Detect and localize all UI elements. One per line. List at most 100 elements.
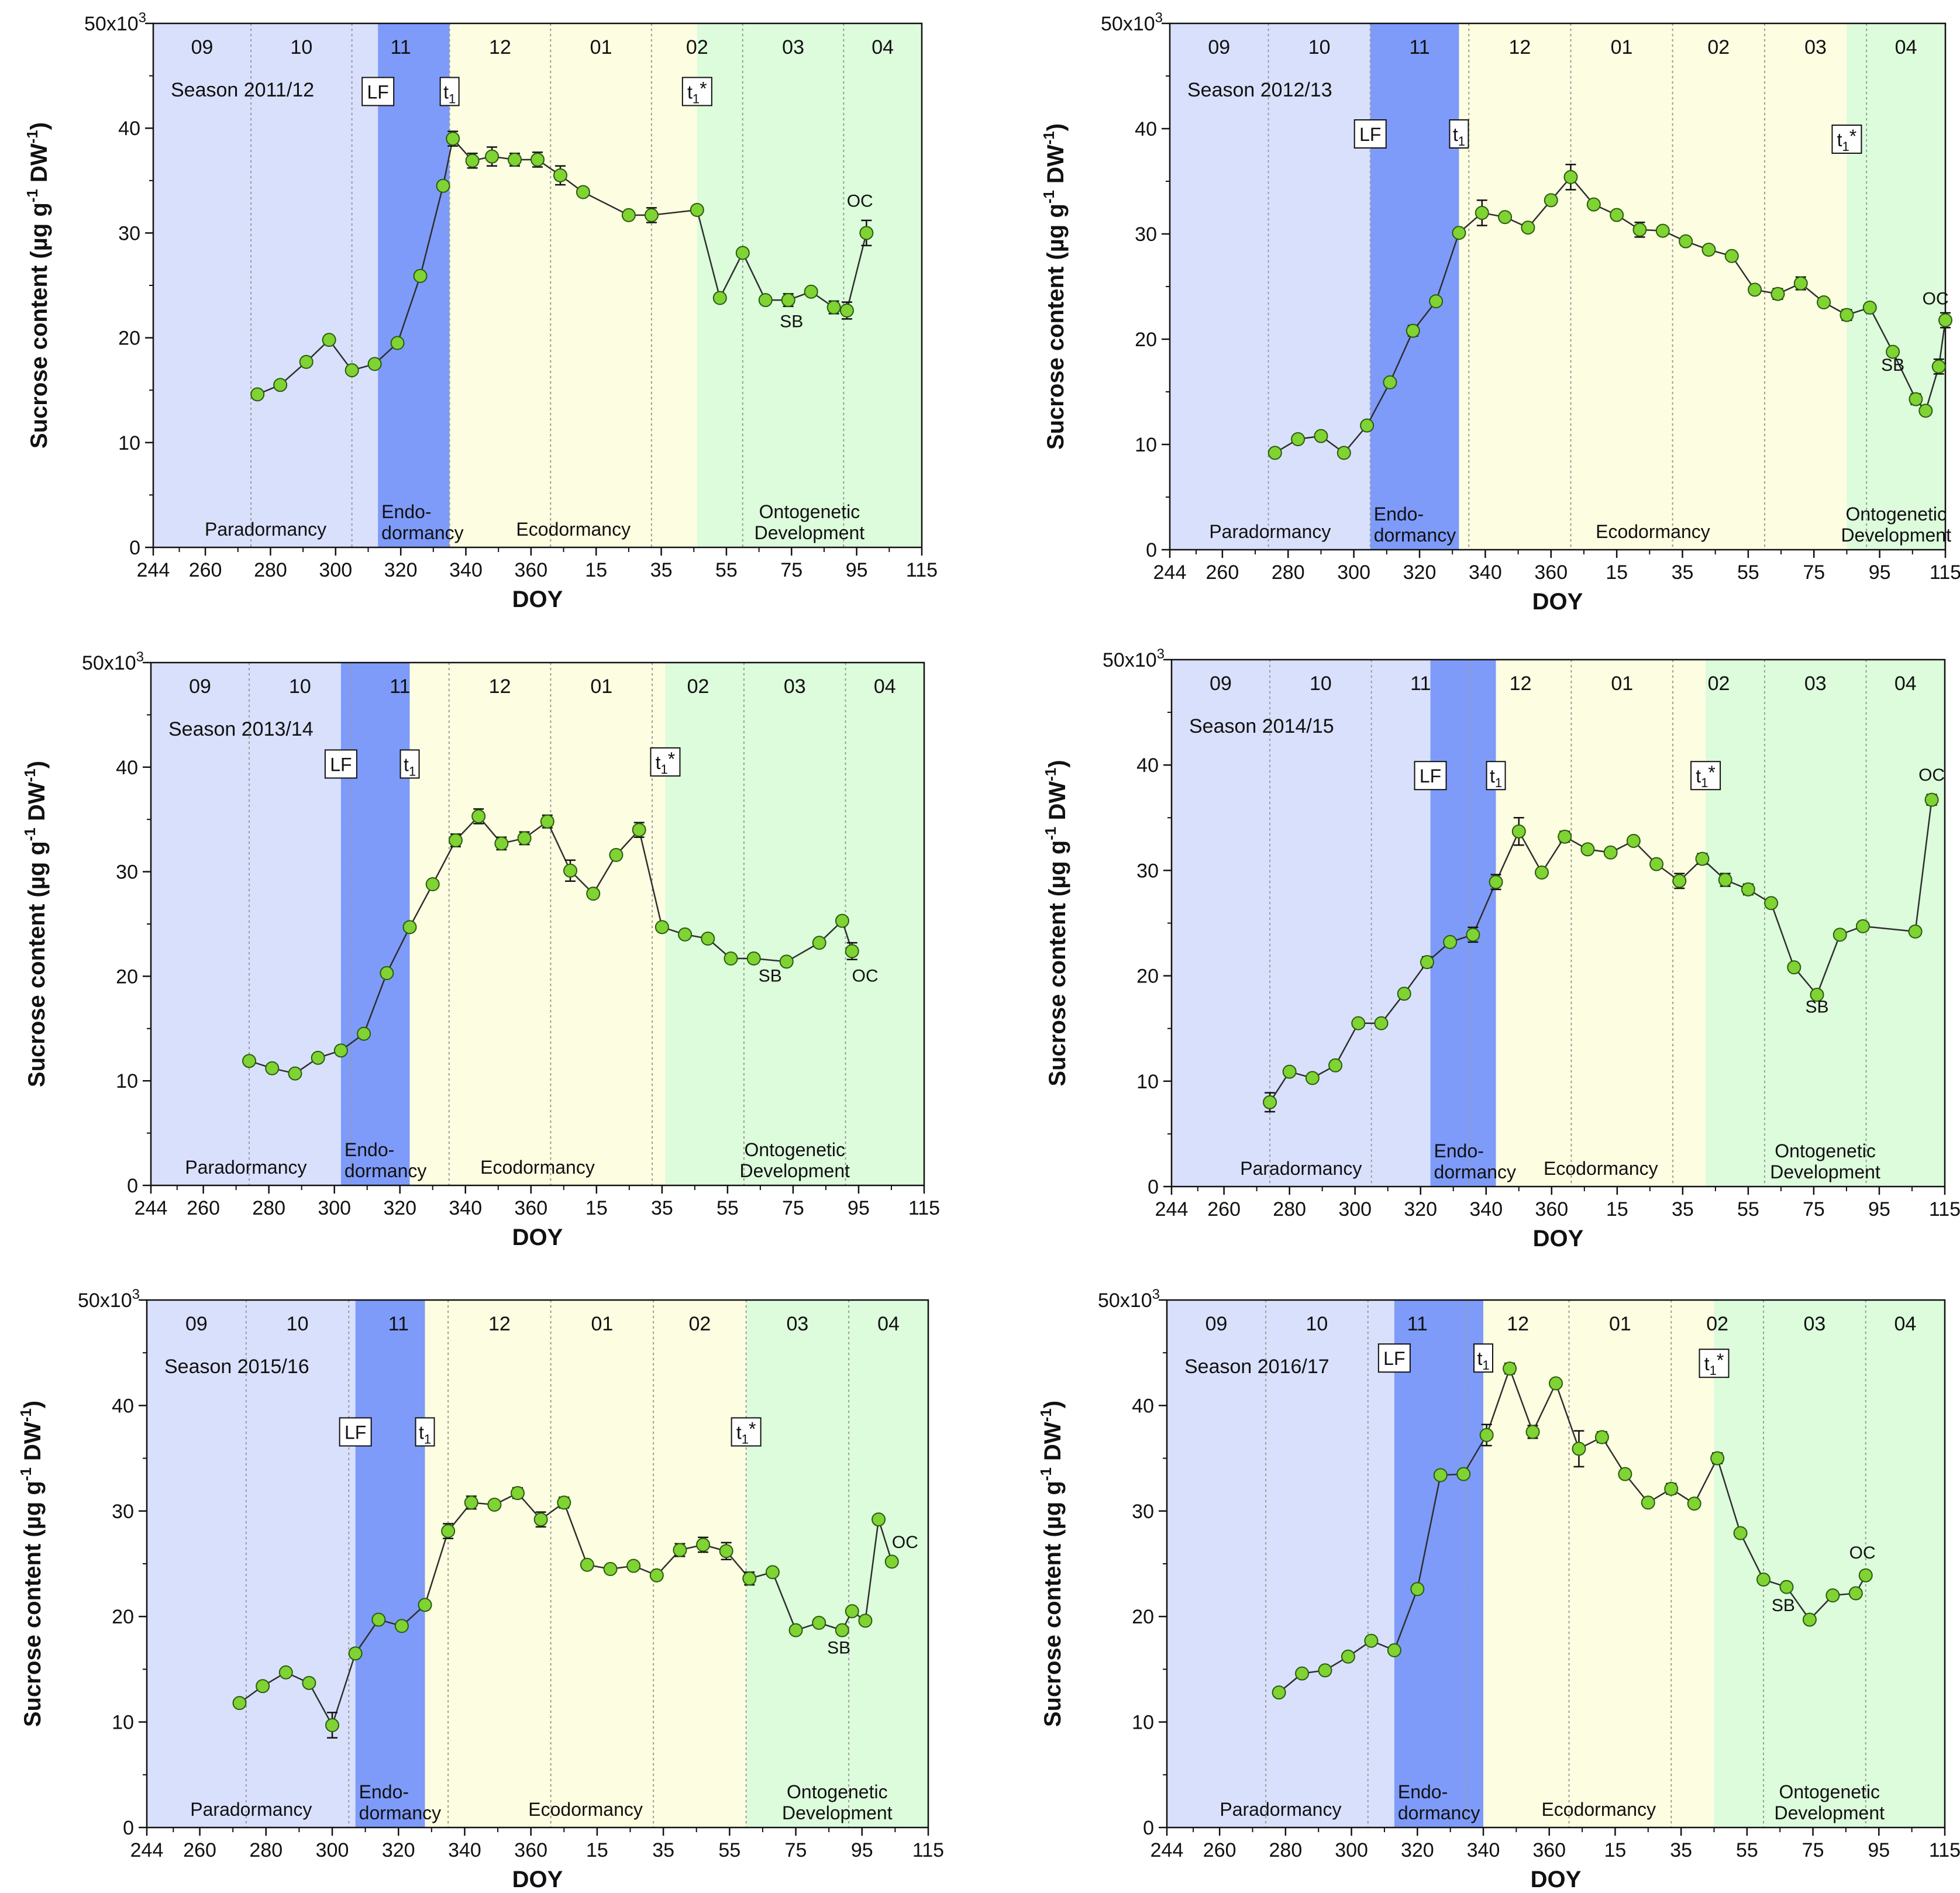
data-point xyxy=(1924,792,1939,807)
y-tick-label: 0 xyxy=(1146,539,1157,561)
data-point xyxy=(1938,313,1952,327)
data-point xyxy=(1263,1095,1277,1109)
data-point xyxy=(540,814,554,829)
data-point xyxy=(1360,418,1375,433)
x-axis-title: DOY xyxy=(512,1867,563,1892)
data-point xyxy=(742,1571,757,1586)
phase-band-ecodormancy xyxy=(1459,23,1847,550)
phase-band-ontogenetic xyxy=(1847,23,1945,550)
data-point xyxy=(1840,308,1854,322)
phase-label-ecodormancy: Ecodormancy xyxy=(1544,1158,1658,1179)
x-tick-label: 244 xyxy=(135,1197,168,1219)
phase-label-ontogenetic: Development xyxy=(1841,525,1951,546)
phase-label-ecodormancy: Ecodormancy xyxy=(1541,1799,1656,1820)
month-label: 12 xyxy=(1508,36,1531,58)
month-label: 04 xyxy=(877,1313,900,1335)
month-label: 04 xyxy=(1894,1313,1916,1335)
x-tick-label: 300 xyxy=(1338,1198,1372,1220)
x-tick-label: 244 xyxy=(1155,1198,1189,1220)
x-tick-label: 15 xyxy=(1606,1198,1628,1220)
x-tick-label: 55 xyxy=(717,1197,739,1219)
data-point xyxy=(1433,1468,1448,1482)
data-point xyxy=(1594,1430,1609,1444)
data-point xyxy=(621,208,636,222)
x-tick-label: 75 xyxy=(1802,1839,1824,1861)
data-point xyxy=(1695,851,1710,866)
phase-label-ontogenetic: Ontogenetic xyxy=(787,1781,888,1802)
data-point xyxy=(859,226,874,240)
data-point xyxy=(1886,344,1900,359)
chart-panel-6: 09 10 11 12 01 02 03 04 Season 2016/17 Paradorman… xyxy=(1037,1287,1960,1892)
phase-label-paradormancy: Paradormancy xyxy=(1240,1158,1362,1179)
x-tick-label: 95 xyxy=(1869,561,1891,584)
data-point xyxy=(1521,220,1535,235)
data-point xyxy=(1466,927,1480,942)
month-label: 10 xyxy=(1310,673,1332,695)
annotation-oc: OC xyxy=(852,966,879,985)
annotation-oc: OC xyxy=(1918,766,1945,785)
data-point xyxy=(232,1696,247,1711)
event-marker-box xyxy=(1377,1343,1411,1373)
x-tick-label: 280 xyxy=(249,1839,283,1861)
month-label: 11 xyxy=(390,675,410,698)
y-tick-label: 10 xyxy=(1136,1071,1159,1093)
x-axis-title: DOY xyxy=(1533,1226,1584,1251)
event-marker-box xyxy=(339,1417,372,1447)
x-tick-label: 260 xyxy=(1203,1839,1236,1861)
data-point xyxy=(649,1568,664,1582)
data-point xyxy=(1586,197,1601,212)
month-label: 04 xyxy=(1894,673,1917,695)
event-marker-box xyxy=(1414,761,1447,791)
data-point xyxy=(719,1544,733,1558)
x-tick-label: 35 xyxy=(1672,1198,1694,1220)
data-point xyxy=(1649,857,1664,871)
data-point xyxy=(765,1565,780,1580)
data-point xyxy=(485,149,500,164)
event-marker-box xyxy=(361,77,395,106)
data-point xyxy=(1770,287,1785,301)
event-marker-box xyxy=(1831,125,1862,154)
data-point xyxy=(1748,282,1762,297)
event-marker-label: t1* xyxy=(1837,126,1857,154)
event-marker-label: LF xyxy=(330,754,352,775)
annotation-sb: SB xyxy=(1881,356,1904,375)
data-point xyxy=(299,354,314,369)
x-tick-label: 260 xyxy=(1207,1198,1241,1220)
data-point xyxy=(1832,927,1847,942)
data-point xyxy=(1810,988,1824,1002)
phase-label-endodormancy: dormancy xyxy=(359,1802,442,1823)
y-tick-label: 30 xyxy=(112,1501,134,1523)
data-point xyxy=(265,1061,280,1075)
y-tick-label: 30 xyxy=(1136,860,1159,882)
y-tick-label: 0 xyxy=(123,1817,134,1839)
phase-band-ontogenetic xyxy=(1714,1300,1945,1828)
data-point xyxy=(325,1718,340,1733)
phase-band-ecodormancy xyxy=(449,23,697,547)
data-point xyxy=(1733,1526,1748,1540)
data-point xyxy=(1779,1580,1794,1594)
x-axis-title: DOY xyxy=(512,1225,563,1250)
x-tick-label: 244 xyxy=(1153,561,1187,584)
y-tick-label: 20 xyxy=(116,966,138,988)
data-point xyxy=(508,152,522,167)
month-label: 03 xyxy=(1804,36,1827,58)
data-point xyxy=(845,944,859,958)
y-tick-label: 30 xyxy=(116,861,138,884)
data-point xyxy=(1909,392,1923,406)
data-point xyxy=(441,1524,456,1539)
y-tick-label: 10 xyxy=(1132,1712,1154,1734)
annotation-sb: SB xyxy=(1806,998,1829,1017)
y-tick-label: 30 xyxy=(1132,1501,1154,1523)
data-point xyxy=(1291,432,1305,446)
x-tick-label: 340 xyxy=(1467,1839,1500,1861)
month-label: 10 xyxy=(1306,1313,1328,1335)
x-tick-label: 35 xyxy=(650,559,673,581)
data-point xyxy=(1364,1633,1379,1648)
x-tick-label: 244 xyxy=(137,559,170,581)
data-point xyxy=(804,284,818,299)
y-tick-label: 0 xyxy=(1143,1817,1154,1839)
data-point xyxy=(345,363,359,378)
x-tick-label: 75 xyxy=(785,1839,807,1861)
data-point xyxy=(1710,1451,1725,1466)
y-tick-label: 30 xyxy=(1135,223,1157,246)
